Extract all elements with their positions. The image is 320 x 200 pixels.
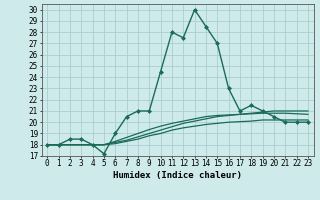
- X-axis label: Humidex (Indice chaleur): Humidex (Indice chaleur): [113, 171, 242, 180]
